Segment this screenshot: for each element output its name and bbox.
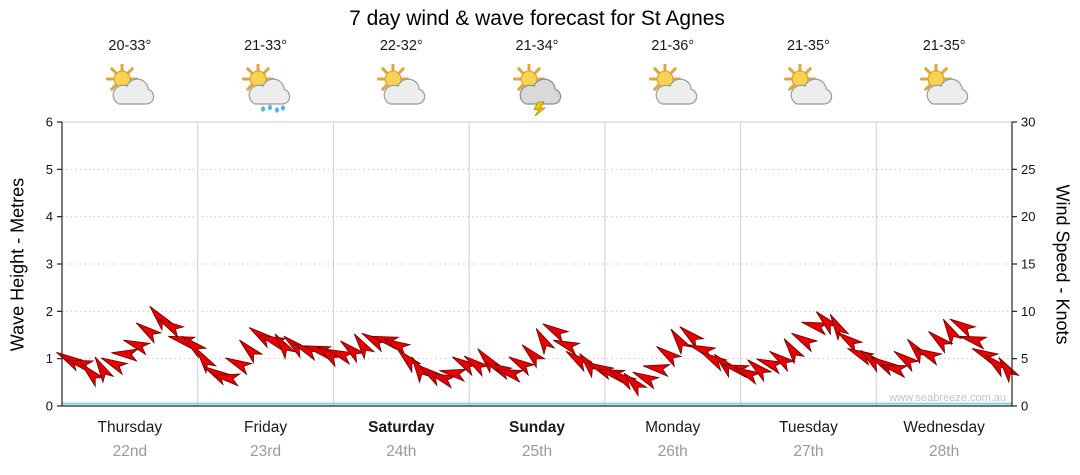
left-tick-label: 3 [46,257,53,272]
wind-barb-icon [670,328,693,356]
wind-barb-icon [623,372,648,398]
watermark-text: www.seabreeze.com.au [889,392,1006,404]
wind-barb-icon [756,358,785,375]
day-label: Monday [645,419,701,436]
day-temp-range: 21-33° [244,38,287,54]
day-label: Thursday [97,419,163,436]
wind-barb-icon [679,326,705,350]
wind-barb-icon [632,371,661,390]
wind-barb-icon [100,357,129,376]
wind-barb-icon [80,363,106,388]
left-tick-label: 5 [46,162,53,177]
wind-barb-icon [239,339,264,365]
day-date: 24th [386,443,417,460]
day-date: 22nd [112,443,148,460]
wind-barb-icon [521,344,547,369]
wind-barb-icon [111,348,139,362]
wind-barb-icon [495,369,525,384]
wind-barb-icon [734,367,762,386]
wind-barb-icon [915,348,943,367]
day-label: Wednesday [903,419,985,436]
wind-barb-icon [949,318,977,339]
left-tick-label: 4 [46,209,53,224]
wind-barb-icon [791,332,819,353]
wind-barb-icon [801,321,830,336]
wind-barb-icon [225,357,254,376]
left-tick-label: 2 [46,304,53,319]
wind-barb-icon [439,368,468,382]
wind-barb-icon [656,346,683,368]
wind-barb-icon [942,318,963,347]
right-tick-label: 5 [1021,351,1028,366]
wind-barb-icon [195,347,218,375]
day-date: 26th [657,443,688,460]
wind-barb-icon [508,356,536,377]
wind-barb-icon [283,335,310,359]
wind-barb-icon [829,313,850,342]
day-label: Friday [244,419,288,436]
day-temp-range: 20-33° [108,38,152,54]
wind-barb-icon [94,356,115,384]
sun-cloud-rain-icon [238,63,294,116]
wind-barb-icon [971,348,1000,367]
wind-barb-icon [428,372,457,389]
sun-cloud-icon [916,63,972,116]
wind-barb-icon [893,350,921,373]
sun-cloud-icon [373,63,429,116]
day-label: Saturday [368,419,435,436]
wind-barb-icon [535,328,556,356]
chart-title: 7 day wind & wave forecast for St Agnes [349,7,725,30]
right-tick-label: 20 [1021,209,1035,224]
sun-cloud-icon [780,63,836,116]
right-tick-label: 15 [1021,257,1035,272]
wind-barb-icon [815,311,841,336]
wind-barb-icon [213,373,242,387]
day-temp-range: 21-36° [651,38,695,54]
right-tick-label: 30 [1021,115,1035,130]
wind-barb-icon [542,323,570,344]
wind-barb-icon [123,339,152,356]
sun-cloud-icon [102,63,158,116]
day-label: Tuesday [778,419,838,436]
wind-barb-icon [747,359,773,383]
day-date: 27th [793,443,824,460]
storm-icon [509,63,565,117]
left-tick-label: 6 [46,115,53,130]
wind-barb-icon [928,330,954,355]
right-tick-label: 25 [1021,162,1035,177]
day-temp-range: 21-34° [515,38,559,54]
wind-barb-icon [837,331,864,354]
wind-barb-icon [463,355,491,378]
day-date: 25th [521,443,553,460]
left-tick-label: 0 [46,399,53,414]
wind-barb-series [56,305,1020,398]
day-temp-range: 21-35° [786,38,830,54]
wind-barb-icon [783,338,806,365]
wind-barb-icon [552,339,582,356]
day-date: 23rd [250,443,282,460]
wind-barb-icon [340,340,366,364]
wind-barb-icon [642,363,672,378]
wind-barb-icon [769,350,796,373]
day-label: Sunday [509,419,565,436]
wind-barb-icon [326,349,355,366]
day-temp-range: 22-32° [379,38,423,54]
wind-barb-icon [157,318,186,339]
sun-cloud-icon [645,63,701,116]
right-tick-label: 0 [1021,399,1028,414]
wind-barb-icon [274,333,297,361]
wind-barb-icon [959,335,988,350]
wind-barb-icon [880,364,909,379]
right-tick-label: 10 [1021,304,1035,319]
left-tick-label: 1 [46,351,53,366]
wind-barb-icon [135,322,163,344]
day-temp-range: 21-35° [922,38,966,54]
day-date: 28th [929,443,960,460]
wind-barb-icon [353,333,376,361]
